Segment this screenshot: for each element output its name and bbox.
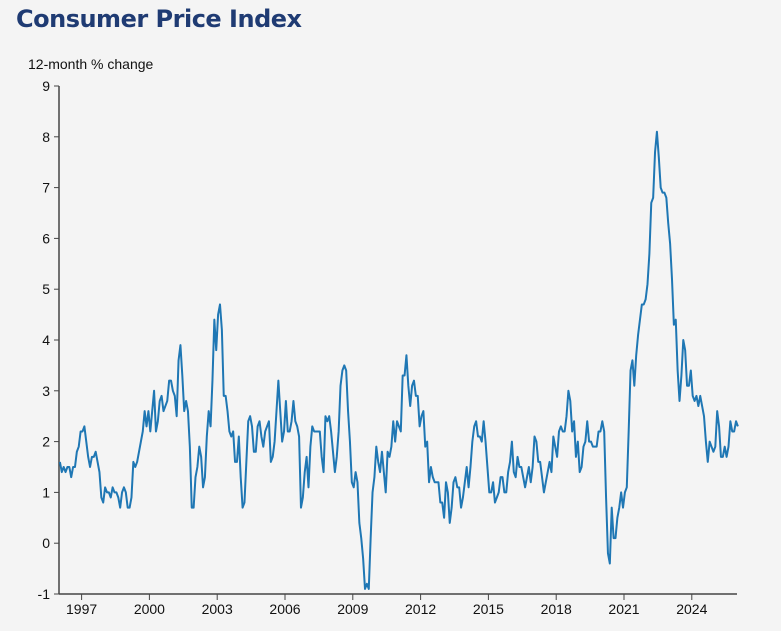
x-tick-label: 2012	[405, 601, 436, 617]
y-tick-label: 6	[42, 230, 50, 246]
y-tick-label: 0	[42, 535, 50, 551]
x-tick-label: 2006	[269, 601, 300, 617]
y-axis: 9 8 7 6 5 4 3 2 1 0 -1	[38, 78, 60, 602]
x-tick-label: 2024	[676, 601, 707, 617]
y-tick-label: 1	[42, 484, 50, 500]
x-tick-label: 2018	[541, 601, 572, 617]
y-tick-label: 3	[42, 383, 50, 399]
y-tick-label: 9	[42, 78, 50, 94]
page-title: Consumer Price Index	[16, 5, 302, 33]
x-tick-label: 2003	[202, 601, 233, 617]
x-tick-label: 2009	[337, 601, 368, 617]
y-tick-label: 5	[42, 281, 50, 297]
series-line	[58, 130, 739, 590]
y-axis-label: 12-month % change	[28, 56, 154, 72]
y-tick-label: -1	[38, 586, 51, 602]
y-tick-label: 8	[42, 129, 50, 145]
x-tick-label: 2021	[608, 601, 639, 617]
y-tick-label: 4	[42, 332, 50, 348]
y-tick-label: 2	[42, 434, 50, 450]
x-tick-label: 2015	[473, 601, 504, 617]
x-tick-label: 1997	[66, 601, 97, 617]
y-tick-label: 7	[42, 180, 50, 196]
x-axis: 1997 2000 2003 2006 2009 2012 2015 2018 2021 2024	[59, 593, 737, 617]
x-tick-label: 2000	[134, 601, 165, 617]
